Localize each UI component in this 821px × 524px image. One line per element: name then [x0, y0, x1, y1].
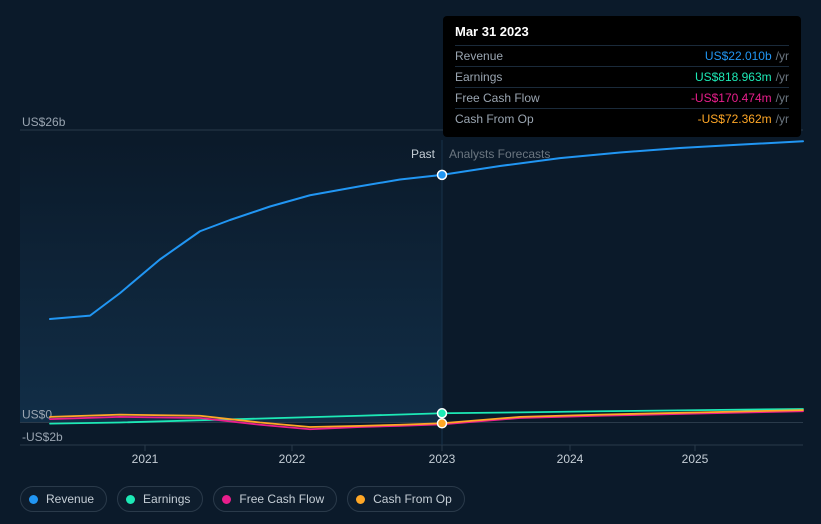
legend-dot-icon	[126, 495, 135, 504]
tooltip-row-label: Revenue	[455, 49, 503, 63]
tooltip-row-unit: /yr	[776, 49, 789, 63]
tooltip-row: Earnings US$818.963m/yr	[455, 66, 789, 87]
period-label-forecast: Analysts Forecasts	[449, 147, 550, 161]
chart-container: US$26b US$0 -US$2b 2021 2022 2023 2024 2025 Past…	[0, 0, 821, 524]
legend-dot-icon	[356, 495, 365, 504]
tooltip-row-unit: /yr	[776, 70, 789, 84]
x-axis-label: 2021	[132, 452, 159, 466]
tooltip-row-value: US$818.963m	[695, 70, 772, 84]
marker-cfo	[438, 419, 447, 428]
x-axis-label: 2023	[429, 452, 456, 466]
legend-item-earnings[interactable]: Earnings	[117, 486, 203, 512]
tooltip-row-label: Free Cash Flow	[455, 91, 540, 105]
legend-label: Cash From Op	[373, 492, 452, 506]
y-axis-label: US$0	[22, 408, 52, 422]
tooltip-row-label: Cash From Op	[455, 112, 534, 126]
tooltip: Mar 31 2023 RevenueUS$22.010b/yrEarnings…	[443, 16, 801, 137]
legend-item-fcf[interactable]: Free Cash Flow	[213, 486, 337, 512]
legend: Revenue Earnings Free Cash Flow Cash From O…	[20, 486, 465, 512]
marker-revenue	[438, 170, 447, 179]
legend-label: Earnings	[143, 492, 190, 506]
x-axis-label: 2022	[279, 452, 306, 466]
tooltip-row: Revenue US$22.010b/yr	[455, 45, 789, 66]
marker-earnings	[438, 409, 447, 418]
tooltip-row-value: US$22.010b	[705, 49, 772, 63]
tooltip-date: Mar 31 2023	[455, 24, 789, 39]
legend-item-cfo[interactable]: Cash From Op	[347, 486, 465, 512]
tooltip-row-unit: /yr	[776, 91, 789, 105]
x-axis-label: 2025	[682, 452, 709, 466]
y-axis-label: -US$2b	[22, 430, 63, 444]
legend-dot-icon	[29, 495, 38, 504]
legend-label: Revenue	[46, 492, 94, 506]
tooltip-row-value: -US$72.362m	[698, 112, 772, 126]
tooltip-row-label: Earnings	[455, 70, 502, 84]
x-axis-label: 2024	[557, 452, 584, 466]
tooltip-row-value: -US$170.474m	[691, 91, 772, 105]
y-axis-label: US$26b	[22, 115, 66, 129]
tooltip-row: Free Cash Flow -US$170.474m/yr	[455, 87, 789, 108]
legend-item-revenue[interactable]: Revenue	[20, 486, 107, 512]
legend-dot-icon	[222, 495, 231, 504]
tooltip-row: Cash From Op -US$72.362m/yr	[455, 108, 789, 129]
legend-label: Free Cash Flow	[239, 492, 324, 506]
tooltip-row-unit: /yr	[776, 112, 789, 126]
period-label-past: Past	[411, 147, 436, 161]
